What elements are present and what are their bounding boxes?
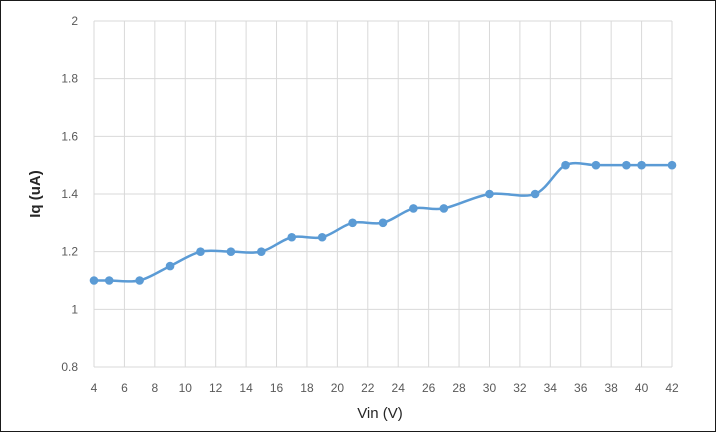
y-tick-label: 2 [71,14,78,28]
data-point [622,160,631,170]
y-tick-label: 1.4 [61,187,78,201]
x-tick-label: 36 [574,381,588,395]
x-axis-title: Vin (V) [357,405,403,422]
x-tick-label: 32 [513,381,527,395]
x-tick-label: 24 [392,381,406,395]
x-tick-label: 22 [361,381,375,395]
data-point [378,218,388,228]
x-tick-label: 16 [270,381,284,395]
data-point [409,204,418,213]
y-tick-label: 1 [71,302,78,316]
y-tick-label: 1.2 [61,245,78,259]
data-point [485,189,494,199]
series-group [89,160,677,285]
x-tick-label: 42 [665,381,679,395]
x-tick-label: 40 [635,381,649,395]
x-tick-label: 4 [91,381,98,395]
horizontal-gridlines [94,20,672,368]
data-point [637,160,646,170]
x-tick-label: 26 [422,381,436,395]
data-point [439,204,449,213]
x-tick-label: 34 [544,381,558,395]
data-point [348,218,357,228]
y-axis-title: Iq (uA) [27,170,44,217]
y-tick-label: 1.8 [61,72,78,86]
x-tick-label: 14 [239,381,253,395]
data-point [196,247,205,256]
data-point [591,160,601,170]
x-axis-ticks: 4 6 8 10 12 14 16 18 20 22 24 26 28 30 32 34 36 38 40 42 [91,381,679,395]
x-tick-label: 12 [209,381,223,395]
x-tick-label: 8 [151,381,158,395]
x-tick-label: 6 [121,381,128,395]
data-point [317,232,327,242]
x-tick-label: 20 [331,381,345,395]
data-point [257,247,266,256]
data-point [667,160,677,170]
x-tick-label: 28 [452,381,466,395]
y-tick-label: 0.8 [61,360,78,374]
x-tick-label: 30 [483,381,497,395]
data-point [287,232,297,242]
data-point [226,247,236,256]
y-tick-label: 1.6 [61,129,78,143]
data-point [89,276,99,285]
data-point [135,276,144,285]
data-point [165,261,175,271]
x-tick-label: 38 [604,381,618,395]
data-point [561,160,570,170]
y-axis-ticks: 0.8 1 1.2 1.4 1.6 1.8 2 [61,14,78,374]
x-tick-label: 10 [179,381,193,395]
x-tick-label: 18 [300,381,314,395]
data-point [530,189,540,199]
data-point [104,276,114,285]
